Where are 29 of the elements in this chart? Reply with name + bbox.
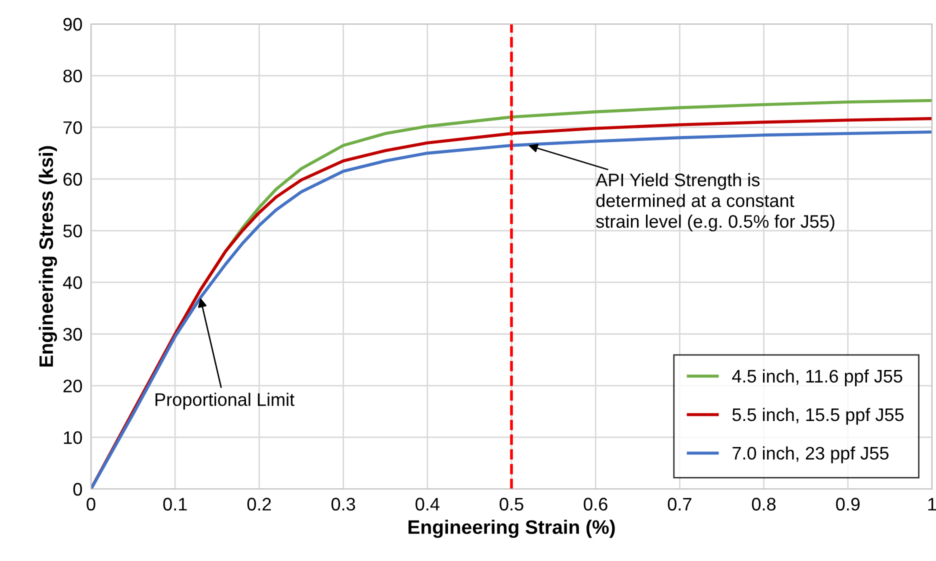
x-tick-label: 0.5	[500, 498, 524, 511]
legend-label: 7.0 inch, 23 ppf J55	[732, 446, 889, 464]
y-tick-label: 40	[63, 276, 82, 290]
x-tick-label: 0.4	[416, 498, 440, 511]
x-tick-label: 1	[928, 498, 936, 510]
y-tick-label: 30	[63, 328, 82, 341]
x-tick-label: 0.3	[331, 498, 356, 511]
y-tick-label: 90	[63, 18, 82, 31]
y-tick-label: 60	[64, 172, 82, 186]
y-axis-title: Engineering Stress (ksi)	[38, 146, 58, 366]
x-tick-label: 0.2	[247, 498, 271, 511]
y-tick-label: 50	[63, 224, 82, 238]
x-tick-label: 0.6	[584, 498, 608, 511]
y-tick-label: 10	[64, 431, 82, 444]
x-tick-label: 0.7	[668, 498, 692, 511]
x-axis-title: Engineering Strain (%)	[408, 520, 615, 538]
y-tick-label: 20	[63, 380, 82, 392]
x-tick-label: 0.1	[163, 498, 187, 511]
annotation: Proportional Limit	[156, 392, 294, 410]
annotation: API Yield Strength is determined at a constant strain level (e.g. 0.5% for J55)	[596, 173, 834, 232]
x-tick-label: 0.9	[836, 498, 860, 511]
legend-label: 5.5 inch, 15.5 ppf J55	[732, 408, 904, 425]
legend-label: 4.5 inch, 11.6 ppf J55	[732, 369, 902, 386]
y-tick-label: 0	[73, 482, 82, 496]
line-series	[198, 98, 932, 292]
x-tick-label: 0	[86, 498, 96, 511]
y-tick-label: 70	[64, 121, 82, 134]
x-tick-label: 0.8	[752, 498, 776, 511]
y-tick-label: 80	[63, 70, 82, 82]
